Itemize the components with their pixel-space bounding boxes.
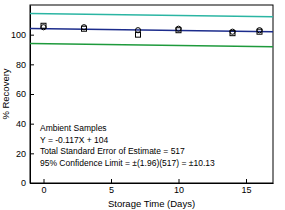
y-tick-mark [30,94,34,95]
annotation: Ambient Samples [40,123,107,133]
plot-frame [30,5,273,183]
line [30,14,273,17]
plot: 0 5 10 15 0 20 40 60 80 100 Ambient Samples Y = -0.… [11,5,274,195]
x-tick-label: 10 [174,185,184,195]
point [257,28,262,33]
y-tick-mark [30,183,34,184]
point [230,29,235,34]
x-tick-label: 15 [241,185,251,195]
y-tick-mark [30,64,34,65]
annotation: Y = -0.117X + 104 [40,135,108,145]
point [41,23,46,28]
x-axis-line [31,183,274,184]
y-tick-label: 40 [16,119,26,129]
y-tick-mark [30,153,34,154]
point [176,28,181,33]
y-tick-label: 100 [11,30,26,40]
line [30,29,273,32]
x-tick: 10 [174,179,184,195]
x-axis: 0 5 10 15 [31,179,274,195]
point [41,25,46,30]
x-tick-mark [111,179,112,183]
annotation: 95% Confidence Limit = ±(1.96)(517) = ±1… [40,158,215,168]
chart: 0 5 10 15 0 20 40 60 80 100 Ambient Samples Y = -0.… [0,0,285,210]
x-tick-mark [246,179,247,183]
point [230,31,235,36]
x-axis-title: Storage Time (Days) [108,198,195,209]
x-tick-label: 5 [109,185,114,195]
annotation: Total Standard Error of Estimate = 517 [40,146,185,156]
point [176,26,181,31]
y-tick: 20 [16,149,34,159]
x-tick-mark [44,179,45,183]
y-tick: 80 [16,60,34,70]
y-tick-mark [30,124,34,125]
line [30,44,273,47]
y-tick: 40 [16,119,34,129]
y-axis-title: % Recovery [0,68,11,119]
x-tick-label: 0 [41,185,46,195]
y-tick-label: 60 [16,89,26,99]
y-tick-mark [30,35,34,36]
y-tick: 60 [16,89,34,99]
y-tick-label: 0 [21,178,26,188]
x-tick: 0 [41,179,46,195]
x-tick-mark [179,179,180,183]
marks [30,14,273,47]
point [81,25,86,30]
y-tick: 0 [21,178,34,188]
point [82,26,87,31]
x-tick: 5 [109,179,114,195]
y-tick-label: 80 [16,60,26,70]
y-tick: 100 [11,30,34,40]
point [257,29,262,34]
y-tick-label: 20 [16,149,26,159]
y-axis: 0 20 40 60 80 100 [11,6,34,189]
x-tick: 15 [241,179,251,195]
point [136,32,141,37]
